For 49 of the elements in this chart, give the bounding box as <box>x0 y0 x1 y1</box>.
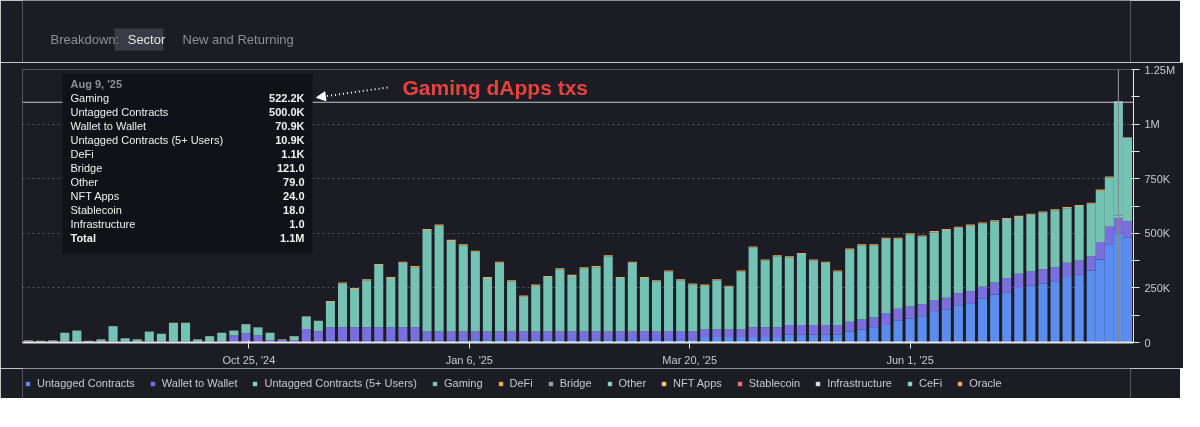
legend-label: Oracle <box>969 377 1002 389</box>
y-tick-label: 0 <box>1144 336 1151 349</box>
y-tick-label: 1M <box>1144 118 1160 131</box>
y-tick-label: 250K <box>1144 281 1171 294</box>
annotation: Wallet to Wallet <box>70 119 147 132</box>
annotation: Gaming <box>70 91 110 104</box>
annotation: 500.0K <box>269 105 305 118</box>
text: Sector <box>127 32 166 47</box>
legend-label: Stablecoin <box>748 377 801 389</box>
x-tick-label: Oct 25, '24 <box>222 353 276 366</box>
y-tick-label: 500K <box>1144 227 1171 240</box>
annotation: NFT Apps <box>70 189 120 202</box>
annotation: Gaming dApps txs <box>402 76 589 99</box>
text: Breakdown: <box>50 32 120 47</box>
legend-label: Untagged Contracts (5+ Users) <box>264 377 417 389</box>
y-tick-label: 750K <box>1144 172 1171 185</box>
legend-label: Other <box>618 377 647 389</box>
legend-label: Bridge <box>559 377 592 389</box>
legend-label: NFT Apps <box>673 377 722 389</box>
annotation: Infrastructure <box>70 217 136 230</box>
annotation: Aug 9, '25 <box>70 77 123 90</box>
annotation: Untagged Contracts <box>70 105 169 118</box>
annotation: Untagged Contracts (5+ Users) <box>70 133 224 146</box>
annotation: Total <box>70 231 96 244</box>
x-tick-label: Jun 1, '25 <box>886 353 934 366</box>
annotation: 1.1K <box>281 147 305 160</box>
legend-label: Untagged Contracts <box>37 377 135 389</box>
annotation: 1.0 <box>289 217 305 230</box>
y-tick-label: 1.25M <box>1144 63 1176 76</box>
legend-label: DeFi <box>509 377 533 389</box>
annotation: 18.0 <box>283 203 305 216</box>
annotation: 79.0 <box>283 175 305 188</box>
annotation: 522.2K <box>269 91 305 104</box>
legend-label: Gaming <box>443 377 483 389</box>
annotation: 24.0 <box>283 189 305 202</box>
text: New and Returning <box>182 32 294 47</box>
annotation: 10.9K <box>275 133 305 146</box>
legend-label: Infrastructure <box>827 377 892 389</box>
x-tick-label: Jan 6, '25 <box>445 353 493 366</box>
legend-label: CeFi <box>918 377 943 389</box>
annotation: Other <box>70 175 99 188</box>
annotation: 1.1M <box>280 231 305 244</box>
legend-label: Wallet to Wallet <box>161 377 238 389</box>
annotation: 121.0 <box>276 161 305 174</box>
annotation: DeFi <box>70 147 94 160</box>
annotation: Bridge <box>70 161 103 174</box>
x-tick-label: Mar 20, '25 <box>662 353 718 366</box>
annotation: 70.9K <box>275 119 305 132</box>
annotation: Stablecoin <box>70 203 122 216</box>
